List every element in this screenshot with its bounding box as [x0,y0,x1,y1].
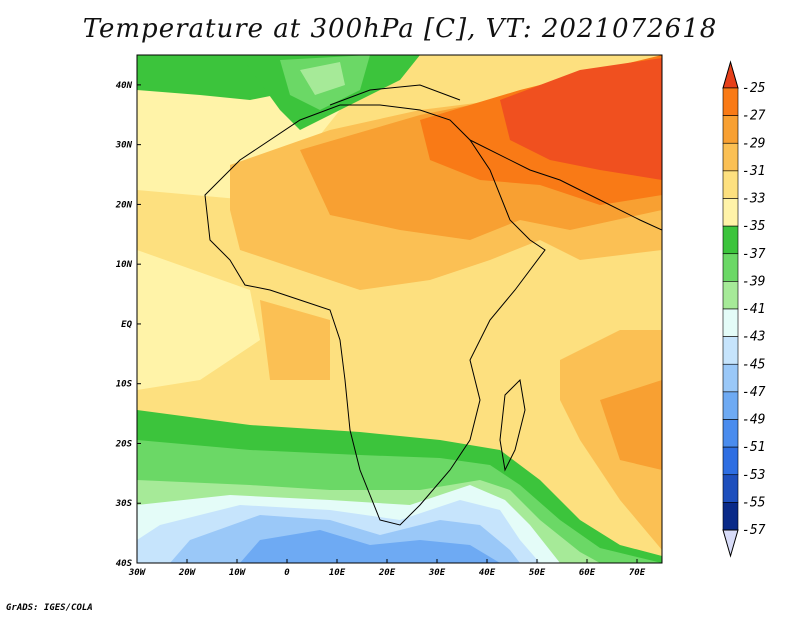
lat-tick-label: 30N [115,141,133,151]
colorbar-label: -33 [742,192,765,207]
lat-tick-label: 40S [116,559,133,569]
colorbar-label: -37 [742,247,766,262]
lat-tick-label: 40N [116,81,133,91]
colorbar-swatch [722,115,739,144]
lon-tick-label: 30E [428,568,446,578]
colorbar: -25 -27 -29 -31 -33 -35 -37 -39 -41 -43 -45 -47 -49 -… [722,60,766,558]
colorbar-swatch [722,225,739,255]
lat-tick-label: 30S [115,499,133,509]
colorbar-label: -29 [742,136,765,151]
lat-tick-label: 20N [115,200,133,210]
map-title: Temperature at 300hPa [C], VT: 202107261… [82,14,718,44]
lon-tick-label: 40E [479,568,496,578]
temperature-field [137,55,662,563]
lon-tick-label: 10E [329,568,346,578]
colorbar-label: -53 [742,468,765,483]
colorbar-swatch [722,170,739,199]
colorbar-under-triangle [722,529,739,558]
lon-tick-label: 50E [529,568,546,578]
lat-tick-label: 20S [115,439,133,449]
field-band-41-med [300,62,345,95]
field-band-31-central [260,300,330,380]
colorbar-swatch [722,363,739,393]
mediterranean-coast [329,84,461,106]
field-band-35-west [137,250,260,390]
lon-tick-label: 10W [229,568,247,578]
colorbar-label: -55 [742,495,766,510]
field-band-31-indian [560,330,662,550]
colorbar-label: -49 [742,413,765,428]
colorbar-swatch [722,419,739,448]
colorbar-label: -41 [742,302,765,317]
africa-outline [204,104,546,526]
colorbar-label: -43 [742,330,765,345]
arabia-coast [469,139,662,231]
colorbar-swatch [722,87,739,116]
colorbar-swatch [722,336,739,365]
colorbar-label: -51 [742,440,765,455]
colorbar-swatch [722,474,739,503]
colorbar-label: -57 [742,523,766,538]
colorbar-swatch [722,253,739,282]
field-band-49-south [240,530,500,563]
lon-tick-label: 70E [629,568,646,578]
colorbar-swatch [722,198,739,227]
colorbar-label: -39 [742,274,765,289]
colorbar-swatch [722,391,739,420]
colorbar-label: -25 [742,81,766,96]
colorbar-swatch [722,502,739,531]
plot-frame [136,54,663,564]
colorbar-swatch [722,308,739,337]
lon-tick-label: 60E [579,568,596,578]
colorbar-label: -47 [742,385,766,400]
lon-tick-label: 20W [178,568,197,578]
madagascar-outline [499,378,526,472]
colorbar-label: -45 [742,357,766,372]
lat-tick-label: 10N [116,260,133,270]
coastlines [204,84,662,526]
field-band-29-indian [600,380,662,470]
colorbar-swatch [722,281,739,310]
colorbar-over-triangle [722,60,739,89]
colorbar-swatch [722,446,739,476]
colorbar-label: -27 [742,109,766,124]
colorbar-label: -35 [742,219,766,234]
lat-tick-label: 10S [116,380,133,390]
lat-tick-label: EQ [121,320,132,330]
field-band-25 [500,58,662,180]
colorbar-label: -31 [742,164,765,179]
grads-credit: GrADS: IGES/COLA [6,603,93,613]
axis-ticks: 30W 20W 10W 0 10E 20E 30E 40E 50E 60E 70E 40N 30N 20N… [115,81,646,578]
colorbar-swatch [722,142,739,172]
lon-tick-label: 20E [378,568,396,578]
lon-tick-label: 0 [284,568,290,578]
lon-tick-label: 30W [128,568,147,578]
